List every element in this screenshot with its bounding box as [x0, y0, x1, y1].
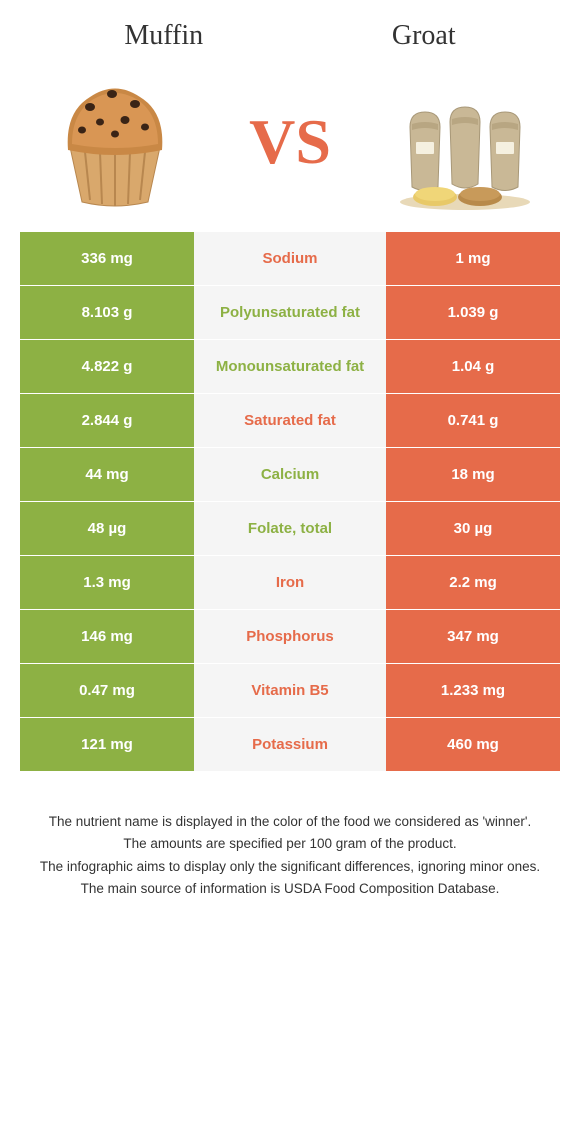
nutrient-name: Saturated fat: [194, 394, 386, 447]
table-row: 4.822 gMonounsaturated fat1.04 g: [20, 340, 560, 394]
nutrient-name: Monounsaturated fat: [194, 340, 386, 393]
value-left: 336 mg: [20, 232, 194, 285]
title-right: Groat: [392, 20, 456, 52]
nutrient-name: Iron: [194, 556, 386, 609]
table-row: 2.844 gSaturated fat0.741 g: [20, 394, 560, 448]
header: Muffin Groat: [0, 0, 580, 62]
footer-line: The main source of information is USDA F…: [30, 879, 550, 899]
value-right: 18 mg: [386, 448, 560, 501]
table-row: 1.3 mgIron2.2 mg: [20, 556, 560, 610]
value-left: 1.3 mg: [20, 556, 194, 609]
table-row: 44 mgCalcium18 mg: [20, 448, 560, 502]
value-left: 44 mg: [20, 448, 194, 501]
nutrient-name: Potassium: [194, 718, 386, 771]
nutrient-name: Phosphorus: [194, 610, 386, 663]
table-row: 0.47 mgVitamin B51.233 mg: [20, 664, 560, 718]
value-right: 2.2 mg: [386, 556, 560, 609]
value-right: 30 µg: [386, 502, 560, 555]
value-left: 4.822 g: [20, 340, 194, 393]
value-left: 146 mg: [20, 610, 194, 663]
value-right: 1.039 g: [386, 286, 560, 339]
nutrient-name: Sodium: [194, 232, 386, 285]
nutrient-name: Calcium: [194, 448, 386, 501]
vs-label: VS: [249, 105, 331, 179]
value-left: 0.47 mg: [20, 664, 194, 717]
comparison-table: 336 mgSodium1 mg8.103 gPolyunsaturated f…: [0, 232, 580, 772]
muffin-image: [40, 72, 190, 212]
value-left: 2.844 g: [20, 394, 194, 447]
value-left: 8.103 g: [20, 286, 194, 339]
nutrient-name: Folate, total: [194, 502, 386, 555]
title-left: Muffin: [124, 20, 203, 52]
value-left: 121 mg: [20, 718, 194, 771]
footer-line: The nutrient name is displayed in the co…: [30, 812, 550, 832]
table-row: 8.103 gPolyunsaturated fat1.039 g: [20, 286, 560, 340]
table-row: 48 µgFolate, total30 µg: [20, 502, 560, 556]
footer-line: The infographic aims to display only the…: [30, 857, 550, 877]
footer-notes: The nutrient name is displayed in the co…: [0, 772, 580, 921]
groat-image: [390, 72, 540, 212]
value-right: 1.233 mg: [386, 664, 560, 717]
table-row: 146 mgPhosphorus347 mg: [20, 610, 560, 664]
table-row: 336 mgSodium1 mg: [20, 232, 560, 286]
images-row: VS: [0, 62, 580, 232]
value-right: 1.04 g: [386, 340, 560, 393]
table-row: 121 mgPotassium460 mg: [20, 718, 560, 772]
value-right: 347 mg: [386, 610, 560, 663]
value-left: 48 µg: [20, 502, 194, 555]
nutrient-name: Polyunsaturated fat: [194, 286, 386, 339]
value-right: 0.741 g: [386, 394, 560, 447]
nutrient-name: Vitamin B5: [194, 664, 386, 717]
value-right: 1 mg: [386, 232, 560, 285]
value-right: 460 mg: [386, 718, 560, 771]
footer-line: The amounts are specified per 100 gram o…: [30, 834, 550, 854]
